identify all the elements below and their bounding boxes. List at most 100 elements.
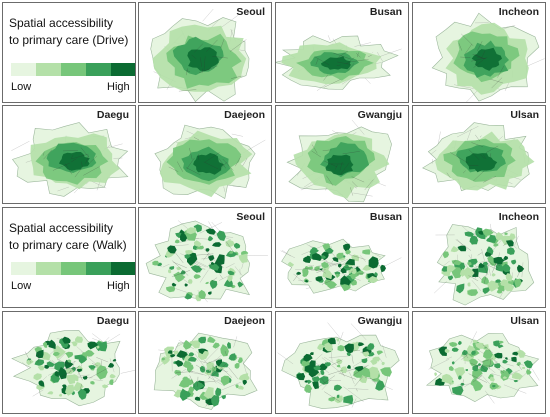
accessibility-patch [96,365,108,380]
accessibility-patch [472,364,479,372]
road-line [321,279,334,285]
city-label: Daegu [96,109,129,121]
accessibility-patch [193,240,202,247]
accessibility-patch [211,370,219,377]
accessibility-patch [369,276,379,283]
accessibility-patch [107,362,115,368]
road-line [314,56,330,66]
accessibility-patch [302,268,309,275]
accessibility-patch [112,359,117,362]
accessibility-patch [521,366,525,369]
choropleth-map [280,238,402,294]
road-line [177,161,183,172]
accessibility-patch [78,366,82,369]
accessibility-patch [48,339,56,350]
road-line [224,350,227,356]
accessibility-patch [494,352,503,359]
road-line [351,354,354,364]
accessibility-patch [207,336,216,343]
accessibility-patch [215,387,222,397]
map-panel-gwangju-drive: Gwangju [275,105,409,204]
accessibility-patch [482,228,494,236]
road-line [282,250,291,257]
road-line [78,359,80,361]
road-line [428,358,450,370]
road-line [302,268,320,271]
road-line [186,157,195,169]
accessibility-patch [328,396,336,402]
city-label: Incheon [498,6,539,18]
accessibility-patch [454,367,466,379]
accessibility-patch [483,349,493,359]
accessibility-patch [188,352,195,357]
accessibility-patch [478,232,486,240]
choropleth-map [425,331,540,404]
map-panel-busan-drive: Busan [275,2,409,103]
road-line [446,356,452,360]
accessibility-patch [180,232,188,242]
accessibility-patch [202,350,209,357]
road-line [476,41,483,52]
accessibility-patch [451,385,464,396]
road-line [470,331,477,344]
road-line [229,39,247,52]
road-line [70,154,74,160]
accessibility-patch [458,340,462,345]
accessibility-patch [495,232,504,241]
road-line [175,288,200,297]
accessibility-patch [306,255,311,261]
road-line [338,372,357,380]
road-line [474,54,483,58]
road-line [354,42,371,47]
accessibility-patch [65,384,75,396]
accessibility-patch [380,264,386,273]
road-line [11,141,30,151]
choropleth-map [431,12,545,102]
road-line [463,352,469,359]
city-label: Gwangju [357,315,402,327]
accessibility-patch [65,368,74,375]
road-line [211,56,228,59]
road-line [484,271,488,284]
accessibility-patch [449,342,458,347]
legend-title-line2: to primary care (Walk) [9,238,127,252]
road-line [462,170,466,174]
accessibility-patch [288,261,294,267]
road-line [173,250,184,263]
map-panel-daejeon-drive: Daejeon [138,105,272,204]
road-line [324,356,345,371]
road-line [222,158,234,171]
road-line [242,359,247,375]
accessibility-patch [34,359,45,366]
road-line [481,248,485,261]
legend-panel-walk: Spatial accessibility to primary care (W… [2,207,136,308]
road-line [171,260,174,263]
accessibility-patch [296,271,302,275]
accessibility-patch [310,352,314,355]
accessibility-patch [244,376,250,381]
accessibility-patch [502,376,508,379]
legend-high-label: High [107,81,130,93]
road-line [525,58,545,68]
accessibility-patch [526,369,532,375]
map-panel-seoul-drive: Seoul [138,2,272,103]
legend-swatch [61,262,86,275]
road-line [352,350,361,352]
road-line [69,369,72,373]
accessibility-patch [187,356,197,362]
city-label: Busan [369,211,402,223]
accessibility-patch [504,283,515,292]
road-line [223,186,226,193]
road-line [322,149,332,151]
choropleth-map [11,122,129,197]
legend-swatch [36,262,61,275]
road-line [329,246,333,249]
road-line [83,166,100,176]
road-line [199,65,218,73]
accessibility-patch [469,264,474,268]
accessibility-patch [469,235,479,245]
accessibility-patch [312,381,319,390]
accessibility-patch [458,375,462,380]
map-panel-daegu-walk: Daegu [2,311,136,414]
road-line [453,260,456,263]
